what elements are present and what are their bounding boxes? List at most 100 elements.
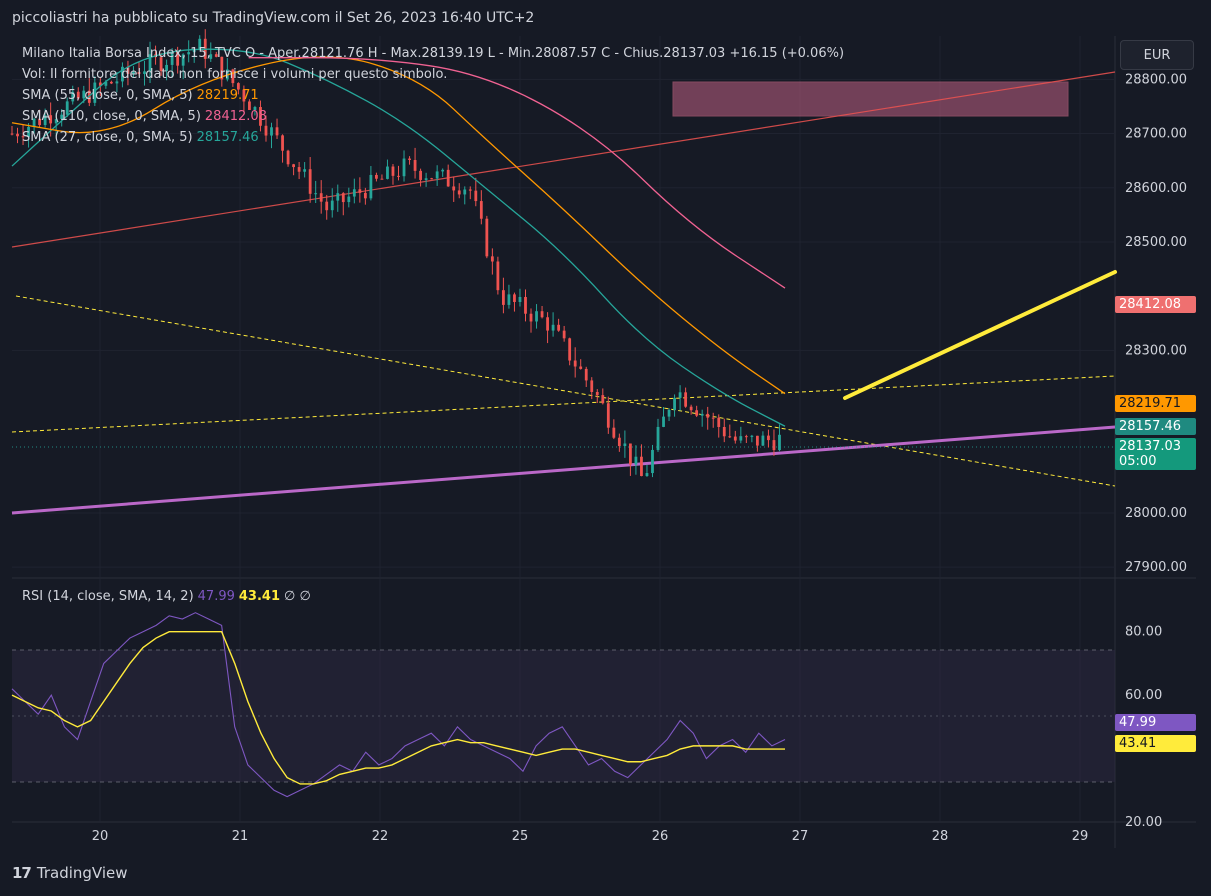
badge-sma27: 28157.46 [1115,418,1196,435]
candle-body [590,380,594,392]
sma27-line[interactable] [11,48,786,427]
legend-sma27[interactable]: SMA (27, close, 0, SMA, 5) 28157.46 [22,130,259,145]
candle-body [325,201,329,211]
candle-body [540,311,544,318]
candle-body [673,397,676,410]
candle-body [446,169,450,187]
price-axis-tick: 28800.00 [1125,72,1187,87]
legend-rsi-value: 47.99 [197,589,235,604]
candle-body [319,193,323,202]
candle-body [109,81,113,84]
candle-body [457,190,461,195]
candle-body [728,436,732,438]
candle-body [463,189,467,195]
candle-body [656,426,660,450]
candle-body [170,51,174,65]
candle-body [32,118,36,127]
candle-body [297,167,301,172]
candle-body [490,256,494,262]
rsi-axis-tick: 60.00 [1125,688,1162,703]
candle-body [750,435,754,437]
candle-body [772,440,776,451]
footer-brand[interactable]: 17 TradingView [12,864,128,882]
candle-body [43,115,47,126]
candle-body [739,436,743,441]
candle-body [695,410,699,416]
badge-price-value: 28137.03 [1119,439,1182,454]
candle-body [744,436,748,438]
candle-body [10,133,14,135]
legend-rsi[interactable]: RSI (14, close, SMA, 14, 2) 47.99 43.41 ∅ ∅ [22,589,311,604]
tradingview-brand-text: TradingView [36,864,128,882]
candle-body [645,473,649,477]
rsi-axis-tick: 20.00 [1125,815,1162,830]
candle-body [601,395,605,404]
candle-body [413,160,417,171]
candle-body [557,324,561,331]
candle-body [27,126,30,138]
candle-body [308,169,312,194]
candle-body [209,54,213,59]
candle-body [778,434,781,451]
candle-body [303,169,307,172]
candle-body [275,127,279,136]
price-axis-tick: 28000.00 [1125,506,1187,521]
candle-body [711,417,715,419]
candle-body [16,133,19,137]
candle-body [281,135,284,151]
candle-body [479,201,483,219]
candle-body [507,294,511,305]
time-axis-tick: 26 [652,829,669,844]
trendline-yellow-dashed-down[interactable] [15,295,1116,487]
price-pane[interactable] [12,36,1115,578]
candle-body [121,66,124,82]
candle-body [684,392,688,407]
rsi-ma-line[interactable] [11,631,785,785]
rsi-line[interactable] [11,612,786,798]
candle-body [341,193,345,203]
candle-body [419,170,422,180]
candle-body [198,38,202,50]
time-axis-tick: 21 [232,829,249,844]
candle-body [270,127,273,136]
candle-body [678,392,682,398]
candle-body [606,403,610,428]
candle-body [93,82,97,103]
candle-body [187,52,191,55]
trendline-purple[interactable] [11,425,1116,515]
badge-rsi-ma: 43.41 [1115,735,1196,752]
badge-price: 28137.03 05:00 [1115,438,1196,470]
candle-body [54,119,58,124]
candle-body [231,69,235,84]
candle-body [82,90,86,99]
legend-sma55-label: SMA (55, close, 0, SMA, 5) [22,88,193,103]
candle-body [38,118,42,126]
sma110-line[interactable] [248,57,786,289]
sma55-line[interactable] [11,56,786,395]
trendline-yellow-dashed-up[interactable] [11,375,1116,433]
candle-body [767,435,770,441]
candle-body [21,136,25,138]
candle-body [651,449,654,474]
candle-body [573,360,577,367]
candle-body [248,101,251,111]
candle-body [397,175,400,177]
candle-body [165,64,168,71]
candle-body [706,413,710,418]
candle-body [98,82,102,86]
currency-selector[interactable]: EUR [1120,40,1194,70]
candle-body [496,261,500,291]
projection-arrow-yellow[interactable] [843,270,1117,400]
trendline-red[interactable] [11,71,1116,248]
candle-body [529,313,533,322]
legend-sma55-value: 28219.71 [196,88,259,103]
candle-body [667,409,671,417]
legend-rsi-extra: ∅ ∅ [284,589,311,604]
price-axis-tick: 28600.00 [1125,181,1187,196]
legend-sma110[interactable]: SMA (110, close, 0, SMA, 5) 28412.08 [22,109,267,124]
candle-body [518,296,522,302]
candle-body [181,54,185,66]
legend-sma55[interactable]: SMA (55, close, 0, SMA, 5) 28219.71 [22,88,259,103]
